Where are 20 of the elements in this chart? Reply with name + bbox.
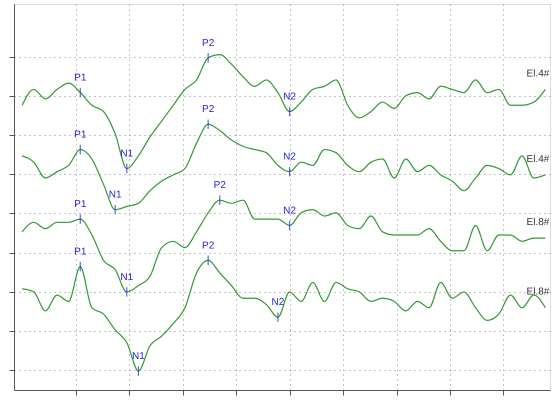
series-label: El.4# xyxy=(526,154,550,165)
annotation: P1 xyxy=(74,130,87,141)
annotation: P1 xyxy=(74,246,87,258)
annotation: P2 xyxy=(214,180,226,192)
annotation: N2 xyxy=(283,152,296,163)
annotation: N2 xyxy=(272,297,285,308)
annotation: N2 xyxy=(283,205,296,216)
series-label: El.8# xyxy=(526,217,550,228)
annotation: P2 xyxy=(202,38,215,49)
annotation: P2 xyxy=(202,240,215,252)
annotation: P2 xyxy=(202,104,215,116)
annotation: N1 xyxy=(120,148,134,160)
annotation: N1 xyxy=(108,190,122,201)
annotation: N2 xyxy=(283,92,296,103)
annotation: N1 xyxy=(132,351,146,362)
annotation: P1 xyxy=(74,72,87,84)
annotation: P1 xyxy=(74,199,87,210)
annotation: N1 xyxy=(120,272,134,283)
series-label: El.4# xyxy=(526,68,550,80)
series-label: El.8# xyxy=(526,286,550,298)
